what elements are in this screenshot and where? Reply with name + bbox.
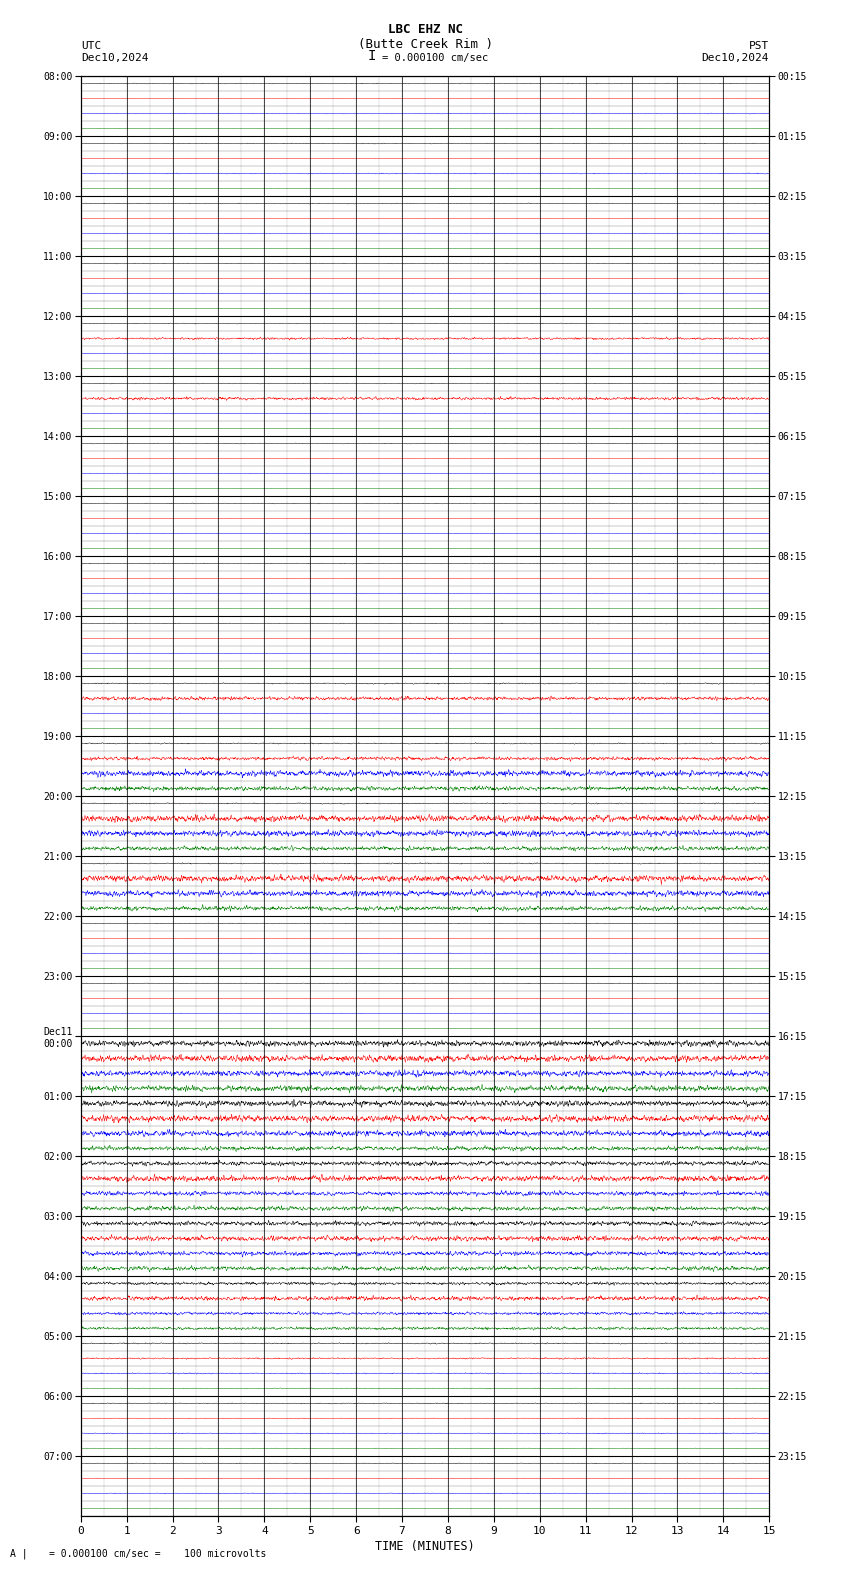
Text: I: I [367, 49, 376, 63]
Text: = 0.000100 cm/sec: = 0.000100 cm/sec [382, 54, 489, 63]
Text: A |: A | [10, 1548, 28, 1559]
Text: (Butte Creek Rim ): (Butte Creek Rim ) [358, 38, 492, 51]
Text: PST: PST [749, 41, 769, 51]
Text: = 0.000100 cm/sec =    100 microvolts: = 0.000100 cm/sec = 100 microvolts [49, 1549, 267, 1559]
Text: LBC EHZ NC: LBC EHZ NC [388, 24, 462, 36]
X-axis label: TIME (MINUTES): TIME (MINUTES) [375, 1541, 475, 1554]
Text: Dec10,2024: Dec10,2024 [81, 54, 148, 63]
Text: UTC: UTC [81, 41, 101, 51]
Text: Dec10,2024: Dec10,2024 [702, 54, 769, 63]
